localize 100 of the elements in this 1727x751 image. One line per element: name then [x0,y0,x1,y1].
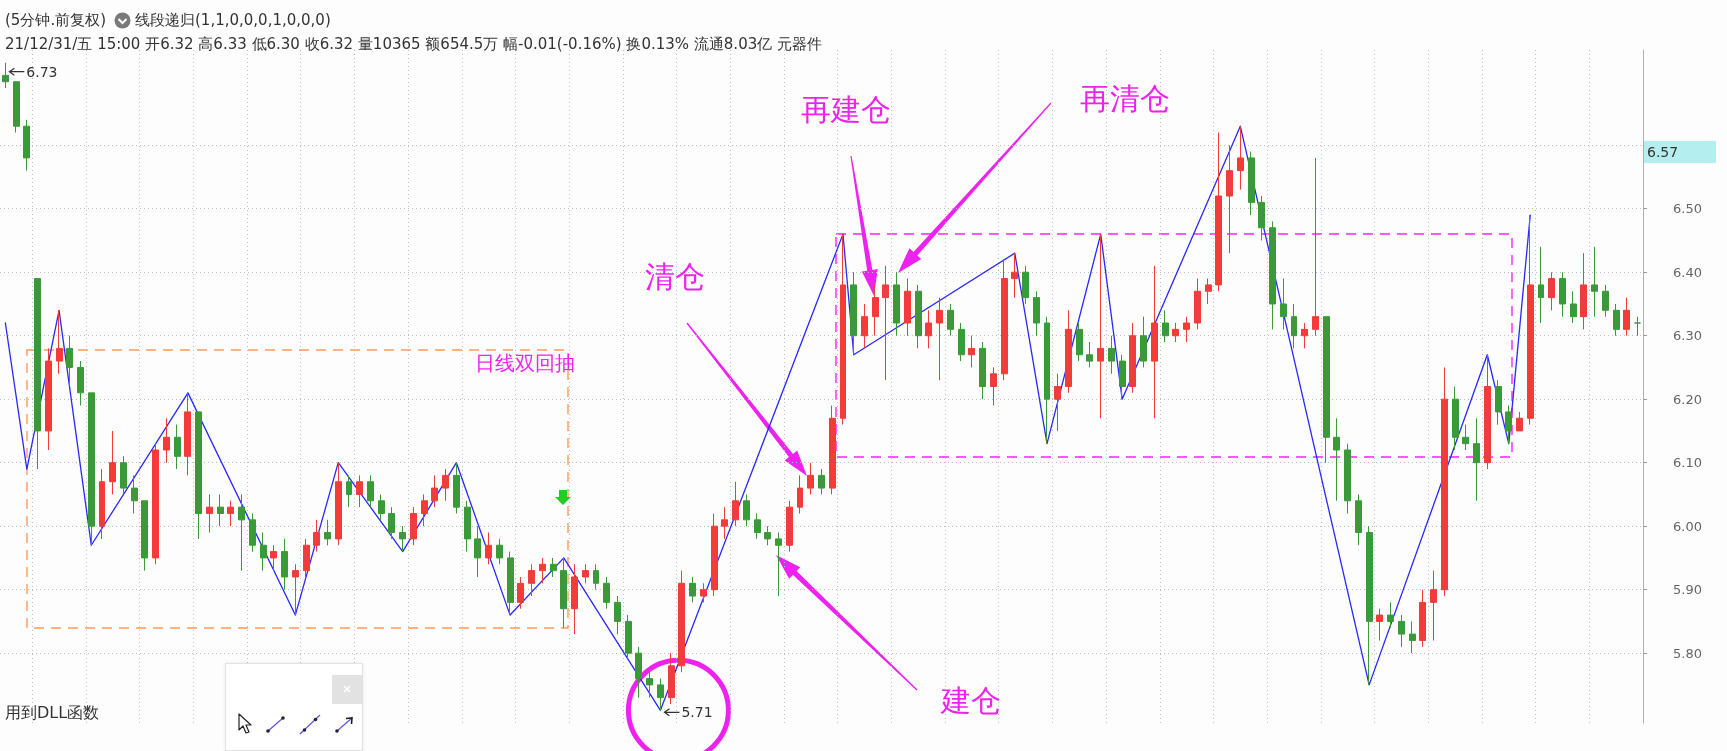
candlestick [1570,290,1577,324]
candlestick [431,474,438,508]
candlestick [238,493,245,572]
candlestick [1516,411,1523,432]
candlestick [88,392,95,546]
candlestick [1215,132,1222,292]
candlestick [979,341,986,400]
candlestick [1623,297,1630,337]
candlestick [807,462,814,495]
candlestick [260,532,267,572]
candlestick [850,271,857,356]
candlestick [184,392,191,476]
candlestick [797,474,803,514]
candlestick [603,576,610,610]
candlestick [1409,620,1416,654]
candlestick [453,462,460,514]
candlestick [1076,322,1083,362]
candlestick [668,652,675,705]
candlestick [1044,316,1050,445]
candlestick [141,500,148,572]
candlestick [1054,373,1061,432]
candlestick [1129,322,1136,394]
candlestick [1441,366,1448,597]
candlestick [56,309,63,375]
candlestick [227,500,234,527]
candlestick [206,493,213,534]
candlestick [356,474,363,508]
annotation: 用到DLL函数 [5,703,100,722]
candlestick [1484,354,1491,470]
candlestick [464,500,471,553]
candlestick [861,303,868,349]
candlestick [560,557,567,629]
annotation: 6.73 [26,63,58,80]
candlestick [217,493,224,527]
candlestick [657,678,664,711]
candlestick [721,506,728,540]
candlestick [1248,151,1255,216]
candlestick [893,271,900,337]
candlestick [614,595,621,635]
candlestick [1398,614,1405,648]
candlestick [1462,424,1469,451]
candlestick [539,557,546,584]
candlestick [872,284,879,337]
annotation: 再清仓 [1080,81,1170,116]
candlestick [324,519,331,546]
candlestick [1172,322,1179,343]
candlestick [1269,220,1276,330]
text: 线段递归(1,1,0,0,0,1,0,0,0) [135,11,331,29]
candlestick [496,538,503,565]
candlestick [1323,316,1330,464]
candlestick [700,582,707,603]
y-tick-label: 5.80 [1673,645,1702,661]
candlestick [582,563,589,584]
candlestick [1430,570,1437,641]
candlestick [442,468,449,502]
candlestick [818,468,825,495]
candlestick [786,500,793,553]
candlestick [1226,144,1233,254]
candlestick [678,570,685,673]
candlestick [1591,246,1598,318]
chart-title: (5分钟.前复权) [5,11,107,29]
candlestick [399,525,406,553]
candlestick [1022,265,1029,305]
candlestick [764,525,771,546]
candlestick [367,474,374,508]
candlestick [120,455,127,495]
candlestick [1183,316,1190,343]
candlestick [1312,157,1319,337]
candlestick [1634,316,1641,337]
y-tick-label: 6.10 [1673,455,1702,471]
candlestick [1602,284,1609,318]
candlestick [1419,589,1426,648]
candlestick [1333,417,1340,502]
candlestick [689,576,696,603]
candlestick [1108,335,1115,375]
candlestick [1291,303,1297,349]
candlestick [1011,252,1018,299]
candlestick [936,297,943,381]
candlestick [775,532,782,597]
candlestick [388,506,395,540]
candlestick [743,493,750,527]
candlestick [947,303,954,337]
candlestick [13,81,20,134]
candlestick [507,551,514,616]
y-tick-label: 6.20 [1673,391,1702,407]
candlestick [754,512,761,540]
candlestick [77,360,84,407]
candlestick [711,512,718,597]
y-tick-label: 6.40 [1673,264,1702,280]
candlestick [1580,252,1587,330]
candlestick [195,411,202,540]
candlestick [292,563,299,616]
candlestick [1140,316,1147,368]
annotation: 再建仓 [801,92,891,127]
annotation: 日线双回抽 [475,351,575,375]
candlestick [732,481,739,527]
candlestick [625,614,632,661]
candlestick [593,563,599,591]
candlestick [474,525,481,578]
candlestick [1387,601,1394,629]
